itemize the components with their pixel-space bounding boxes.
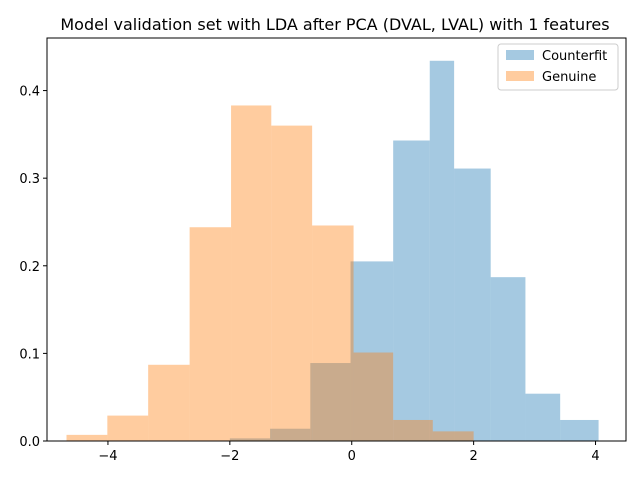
bar-counterfit-6 (454, 168, 491, 441)
x-tick-label: 0 (348, 449, 356, 464)
bar-counterfit-5 (429, 60, 455, 441)
y-tick-label: 0.4 (19, 85, 40, 100)
legend-label-counterfit: Counterfit (542, 49, 607, 64)
legend-swatch-genuine (506, 71, 534, 81)
x-tick-label: −4 (98, 449, 117, 464)
bars-layer (66, 60, 599, 442)
bar-genuine-9 (432, 431, 474, 441)
bar-genuine-4 (231, 105, 272, 442)
bar-counterfit-4 (393, 140, 430, 441)
y-tick-label: 0.3 (19, 172, 40, 187)
bar-genuine-7 (353, 352, 394, 441)
legend-label-genuine: Genuine (542, 70, 596, 85)
x-tick-label: 2 (469, 449, 477, 464)
bar-genuine-6 (312, 225, 354, 441)
bar-genuine-3 (189, 227, 232, 441)
bar-counterfit-7 (490, 277, 526, 441)
y-tick-label: 0.1 (19, 347, 40, 362)
chart-title: Model validation set with LDA after PCA … (60, 15, 609, 34)
axes-layer: −4 −2 0 2 4 0.0 0.1 0.2 0.3 0.4 (19, 37, 627, 464)
bar-counterfit-2 (310, 363, 351, 441)
y-tick-label: 0.0 (19, 435, 40, 450)
bar-genuine-1 (107, 415, 149, 441)
legend-frame (497, 43, 619, 91)
legend: Counterfit Genuine (497, 43, 619, 91)
bar-counterfit-9 (560, 419, 599, 441)
plot-frame (46, 37, 627, 442)
y-tick-label: 0.2 (19, 260, 40, 275)
bar-counterfit-3 (350, 261, 394, 441)
bar-counterfit-8 (525, 393, 561, 441)
bar-genuine-2 (148, 364, 190, 441)
legend-swatch-counterfit (506, 50, 534, 60)
x-tick-label: −2 (220, 449, 239, 464)
bar-counterfit-0 (229, 438, 271, 441)
x-tick-label: 4 (591, 449, 599, 464)
bar-genuine-8 (393, 419, 433, 441)
bar-counterfit-1 (270, 428, 311, 441)
bar-genuine-0 (66, 434, 108, 441)
bar-genuine-5 (271, 125, 313, 441)
